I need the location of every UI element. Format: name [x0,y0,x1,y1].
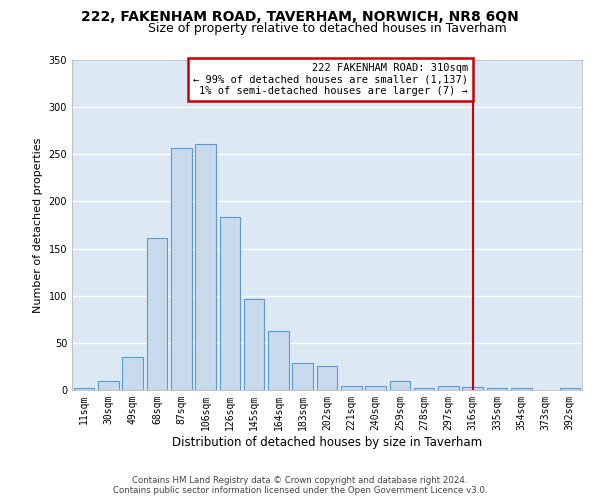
Bar [341,386,362,390]
Bar [317,366,337,390]
Bar [511,388,532,390]
Bar [98,380,119,390]
Bar [268,330,289,390]
Bar [171,148,191,390]
Text: 222 FAKENHAM ROAD: 310sqm
← 99% of detached houses are smaller (1,137)
1% of sem: 222 FAKENHAM ROAD: 310sqm ← 99% of detac… [193,63,468,96]
Y-axis label: Number of detached properties: Number of detached properties [33,138,43,312]
Bar [74,388,94,390]
Bar [389,380,410,390]
Bar [244,298,265,390]
Text: Contains HM Land Registry data © Crown copyright and database right 2024.
Contai: Contains HM Land Registry data © Crown c… [113,476,487,495]
Bar [487,388,508,390]
Text: 222, FAKENHAM ROAD, TAVERHAM, NORWICH, NR8 6QN: 222, FAKENHAM ROAD, TAVERHAM, NORWICH, N… [81,10,519,24]
Bar [122,357,143,390]
Bar [463,387,483,390]
Bar [438,386,459,390]
Bar [365,386,386,390]
Bar [292,362,313,390]
Title: Size of property relative to detached houses in Taverham: Size of property relative to detached ho… [148,22,506,35]
Bar [220,218,240,390]
Bar [146,238,167,390]
Bar [560,388,580,390]
Bar [414,388,434,390]
Bar [195,144,216,390]
X-axis label: Distribution of detached houses by size in Taverham: Distribution of detached houses by size … [172,436,482,448]
